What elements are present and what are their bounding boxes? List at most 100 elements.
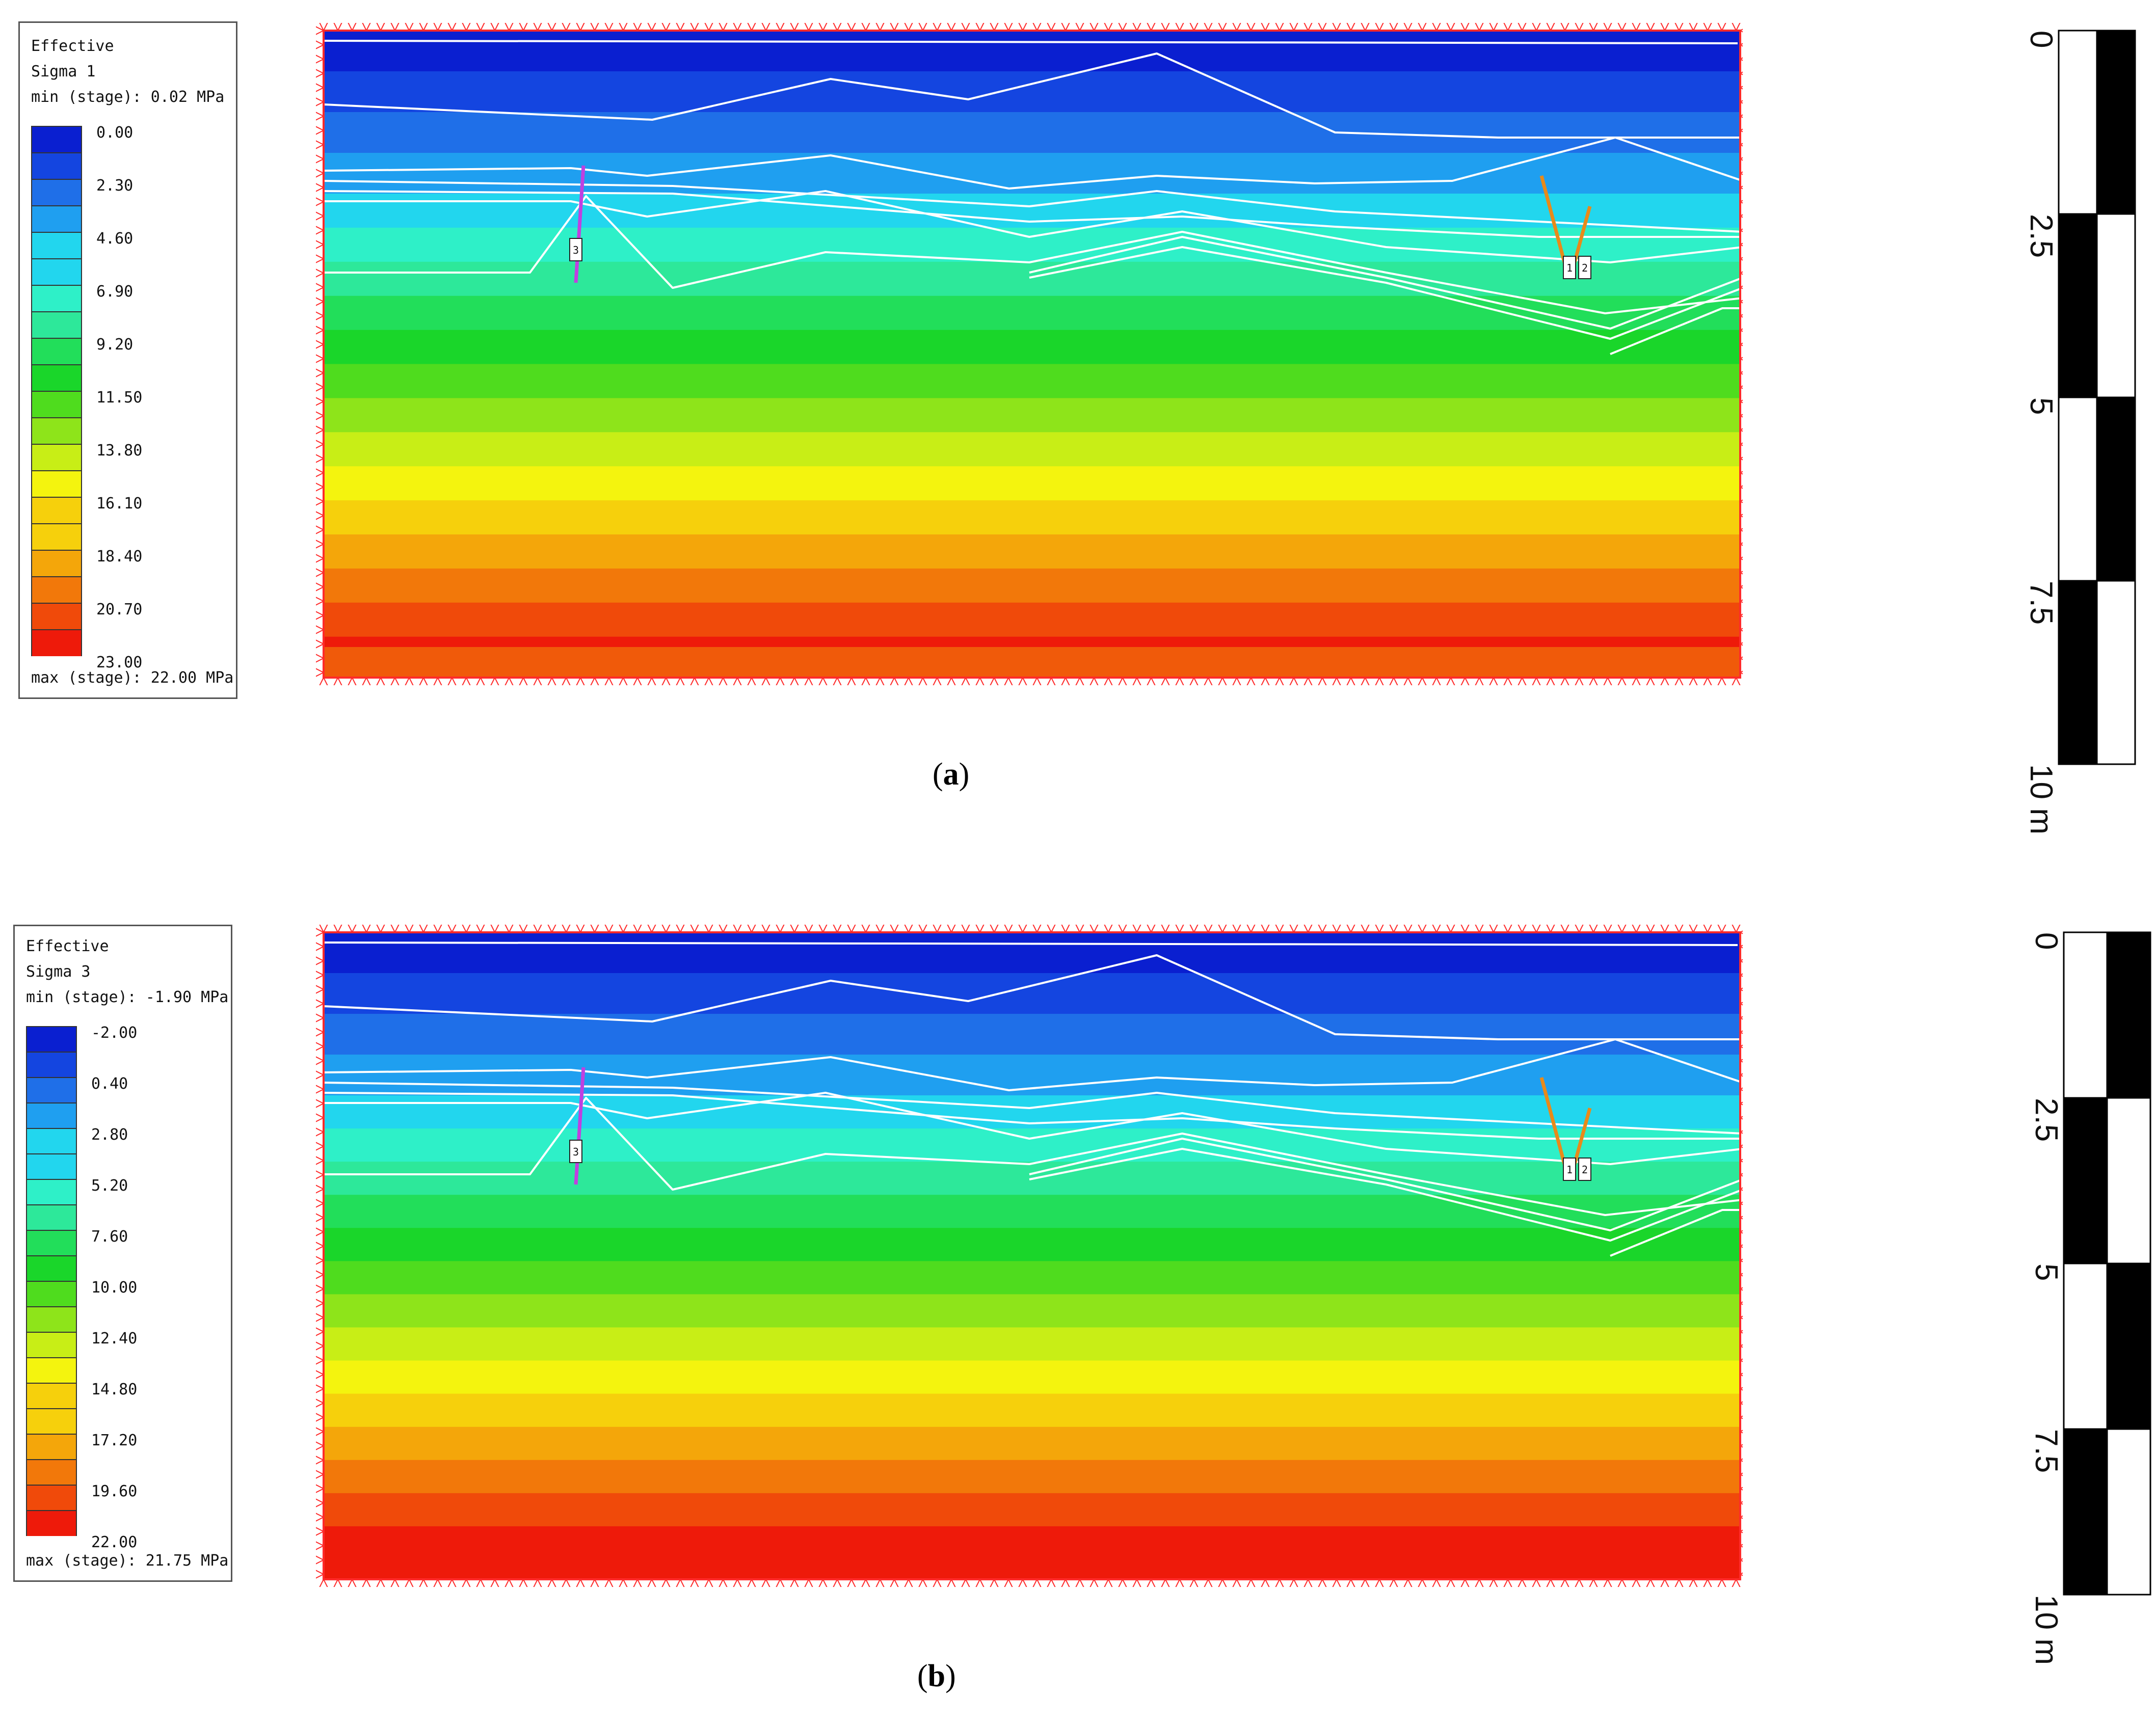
boundary-support (316, 1370, 325, 1379)
joint-line (323, 180, 1743, 233)
bolt-marker: 2 (1578, 256, 1591, 279)
boundary-support (447, 676, 457, 685)
boundary-support (1289, 925, 1298, 934)
bolt-marker-label: 1 (1566, 1164, 1573, 1176)
boundary-support (890, 23, 899, 32)
boundary-support (1361, 676, 1370, 685)
contour-band (324, 71, 1740, 113)
boundary-support (1346, 1578, 1355, 1587)
boundary-support (761, 676, 770, 685)
boundary-support (1575, 1578, 1584, 1587)
boundary-support (1061, 23, 1070, 32)
boundary-support (1446, 1578, 1455, 1587)
boundary-support (1689, 23, 1698, 32)
boundary-support (316, 40, 325, 49)
boundary-support (316, 1270, 325, 1279)
boundary-support (776, 925, 785, 934)
boundary-support (633, 925, 642, 934)
boundary-support (447, 925, 457, 934)
joint-line (323, 40, 1738, 44)
boundary-support (1460, 1578, 1470, 1587)
boundary-support (790, 1578, 799, 1587)
boundary-support (1132, 23, 1141, 32)
legend-title-line-2: Sigma 3 (26, 963, 91, 981)
joint-line (1029, 1138, 1743, 1231)
boundary-support (975, 23, 984, 32)
boundary-support (1375, 676, 1384, 685)
boundary-support (1318, 1578, 1327, 1587)
legend-color-swatch (26, 1510, 77, 1536)
contour-band (324, 1426, 1740, 1461)
boundary-support (316, 283, 325, 292)
boundary-support (1232, 1578, 1241, 1587)
boundary-support (1646, 23, 1655, 32)
boundary-support (1674, 1578, 1684, 1587)
boundary-support (804, 1578, 813, 1587)
boundary-support (316, 97, 325, 106)
boundary-support (1047, 676, 1056, 685)
boundary-support (316, 183, 325, 192)
boundary-support (405, 925, 414, 934)
boundary-support (316, 211, 325, 221)
legend-color-swatch (26, 1179, 77, 1205)
scale-segment (2058, 30, 2098, 215)
contour-band (324, 1014, 1740, 1056)
boundary-support (447, 1578, 457, 1587)
boundary-support (633, 676, 642, 685)
joint-line (323, 1082, 1743, 1135)
boundary-support (316, 26, 325, 35)
boundary-support (747, 1578, 756, 1587)
boundary-support (490, 925, 499, 934)
boundary-support (1560, 23, 1569, 32)
legend-color-swatch (31, 576, 82, 603)
boundary-support (861, 676, 870, 685)
boundary-support (316, 1299, 325, 1308)
boundary-support (1717, 1578, 1726, 1587)
legend-title-line-3: min (stage): -1.90 MPa (26, 988, 229, 1006)
boundary-support (1246, 676, 1256, 685)
bolt-marker-label: 2 (1582, 262, 1588, 274)
boundary-support (1218, 23, 1227, 32)
contour-band (324, 973, 1740, 1015)
boundary-support (333, 1578, 342, 1587)
joint-line (1610, 307, 1743, 355)
boundary-support (316, 154, 325, 164)
boundary-support (519, 925, 528, 934)
boundary-support (1375, 23, 1384, 32)
boundary-support (348, 1578, 357, 1587)
boundary-support (390, 1578, 400, 1587)
boundary-support (1446, 23, 1455, 32)
boundary-support (875, 925, 885, 934)
boundary-support (547, 1578, 556, 1587)
boundary-support (390, 925, 400, 934)
contour-band (324, 1228, 1740, 1262)
boundary-support (947, 676, 956, 685)
boundary-support (1175, 676, 1184, 685)
legend-color-swatch (26, 1128, 77, 1154)
boundary-support (1603, 676, 1612, 685)
bolt-marker: 1 (1563, 256, 1576, 279)
boundary-support (476, 676, 485, 685)
boundary-support (490, 23, 499, 32)
legend-color-swatch (31, 444, 82, 471)
boundary-support (333, 23, 342, 32)
boundary-support (1375, 925, 1384, 934)
boundary-support (1617, 23, 1627, 32)
legend-color-swatch (31, 179, 82, 206)
contour-band (324, 1493, 1740, 1527)
legend-tick-label: 2.80 (91, 1126, 128, 1144)
contour-band (324, 1360, 1740, 1395)
legend-title-line-1: Effective (31, 37, 114, 55)
boundary-support (1332, 925, 1341, 934)
boundary-support (1147, 925, 1156, 934)
boundary-support (419, 676, 428, 685)
boundary-support (519, 676, 528, 685)
boundary-support (316, 311, 325, 320)
boundary-support (875, 1578, 885, 1587)
boundary-support (447, 23, 457, 32)
boundary-support (647, 925, 656, 934)
boundary-support (633, 1578, 642, 1587)
boundary-support (1104, 676, 1113, 685)
boundary-support (1674, 676, 1684, 685)
legend-color-swatch (31, 232, 82, 259)
